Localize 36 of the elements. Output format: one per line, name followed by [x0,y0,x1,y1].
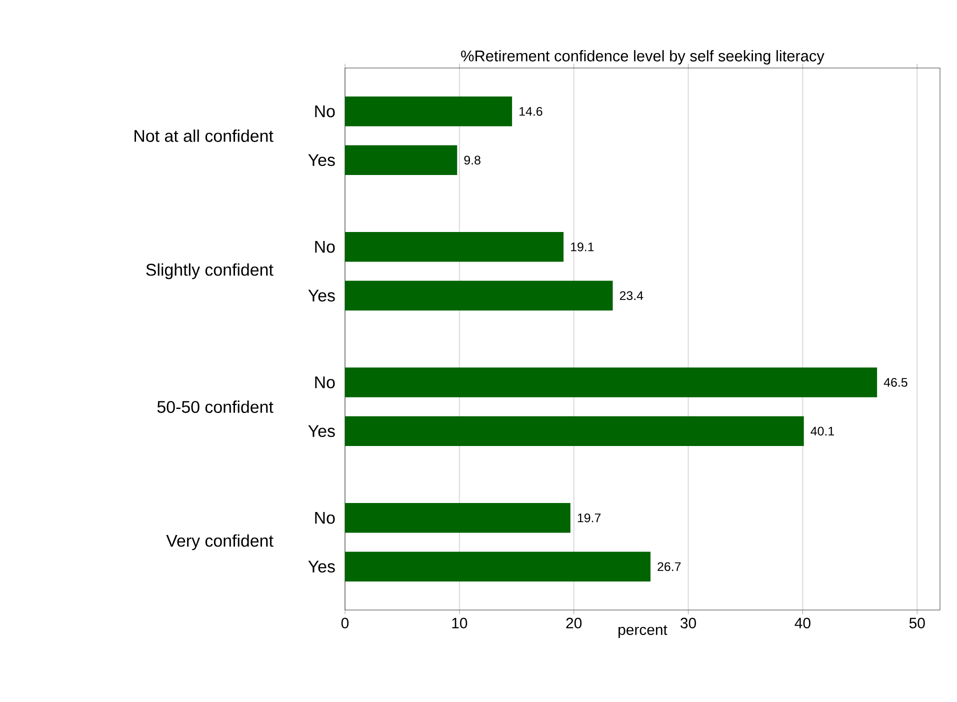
y-tick-label: Not at all confident [134,130,274,142]
bar [344,280,613,311]
data-label: 19.7 [578,513,601,522]
chart-title: %Retirement confidence level by self seeking literacy [461,50,824,65]
text: No [315,376,335,388]
y-tick-label: Slightly confident [146,263,274,280]
bar [344,552,651,582]
bar [344,145,458,176]
x-tick-label: 50 [909,618,925,628]
x-tick-label: 10 [452,618,468,628]
text: No [315,240,335,253]
bar [344,416,804,446]
text: Yes [308,290,335,302]
text: Yes [308,560,335,573]
data-label: 23.4 [620,291,644,300]
data-label: 26.7 [658,562,681,572]
x-tick-label: 30 [680,618,696,628]
data-label: 40.1 [810,426,834,436]
x-axis-title: percent [618,625,668,638]
x-tick-label: 0 [341,618,349,628]
data-label: 19.1 [571,242,594,252]
bar [344,232,564,262]
x-tick-label: 40 [794,618,810,628]
text: No [315,512,335,524]
y-tick-label: 50-50 confident [157,400,274,413]
bar [344,367,878,398]
text: Yes [308,425,335,438]
series-label: No [315,105,335,118]
data-label: 9.8 [464,156,480,165]
data-label: 14.6 [520,106,542,116]
data-label: 46.5 [884,378,908,387]
bar [344,502,570,533]
x-tick-label: 20 [566,618,582,628]
series-label: Yes [308,154,335,166]
y-tick-label: Very confident [166,534,274,550]
bar [344,96,512,126]
